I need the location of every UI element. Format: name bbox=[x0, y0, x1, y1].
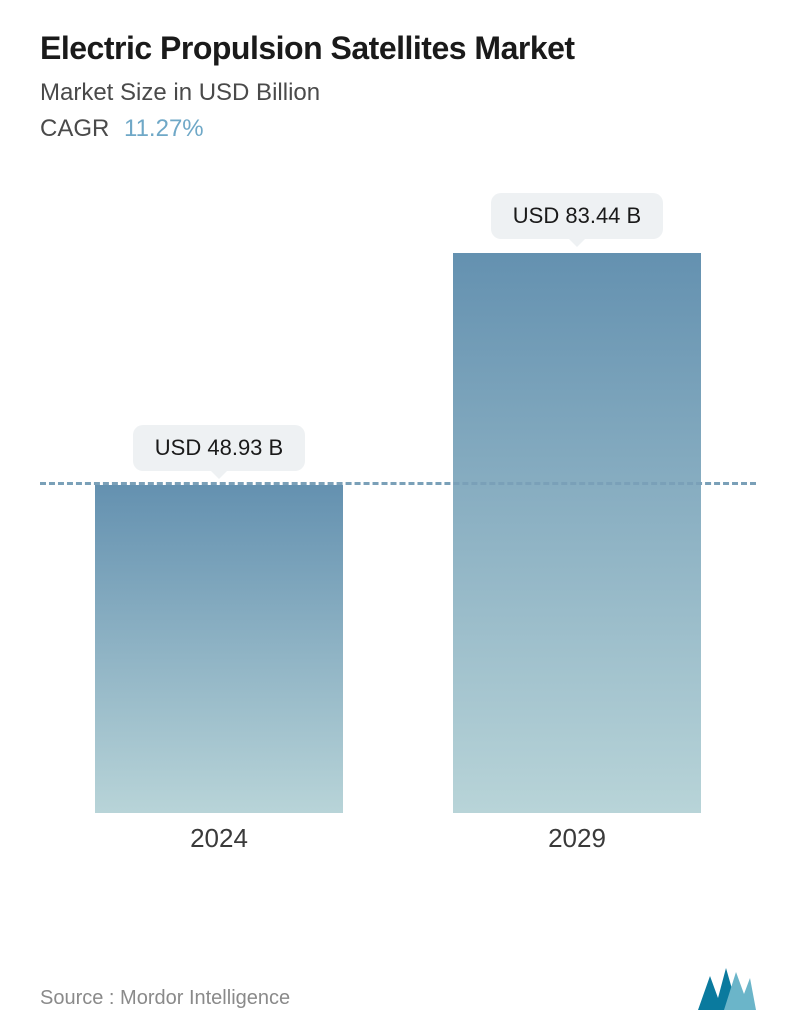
bar bbox=[453, 253, 701, 813]
brand-logo-icon bbox=[698, 968, 756, 1010]
bar bbox=[95, 485, 343, 813]
x-axis-labels: 2024 2029 bbox=[40, 823, 756, 873]
chart-subtitle: Market Size in USD Billion bbox=[40, 79, 756, 107]
cagr-value: 11.27% bbox=[124, 115, 204, 142]
value-pill: USD 83.44 B bbox=[491, 193, 663, 239]
x-axis-label: 2024 bbox=[79, 823, 359, 873]
chart-title: Electric Propulsion Satellites Market bbox=[40, 30, 756, 67]
chart-footer: Source : Mordor Intelligence bbox=[40, 968, 756, 1010]
bars-container: USD 48.93 B USD 83.44 B bbox=[40, 173, 756, 813]
cagr-row: CAGR 11.27% bbox=[40, 115, 756, 143]
bar-column: USD 83.44 B bbox=[437, 193, 717, 813]
reference-dash-line bbox=[40, 482, 756, 485]
cagr-label: CAGR bbox=[40, 115, 109, 142]
chart-area: USD 48.93 B USD 83.44 B 2024 2029 bbox=[40, 173, 756, 873]
x-axis-label: 2029 bbox=[437, 823, 717, 873]
value-pill: USD 48.93 B bbox=[133, 425, 305, 471]
source-text: Source : Mordor Intelligence bbox=[40, 987, 290, 1010]
